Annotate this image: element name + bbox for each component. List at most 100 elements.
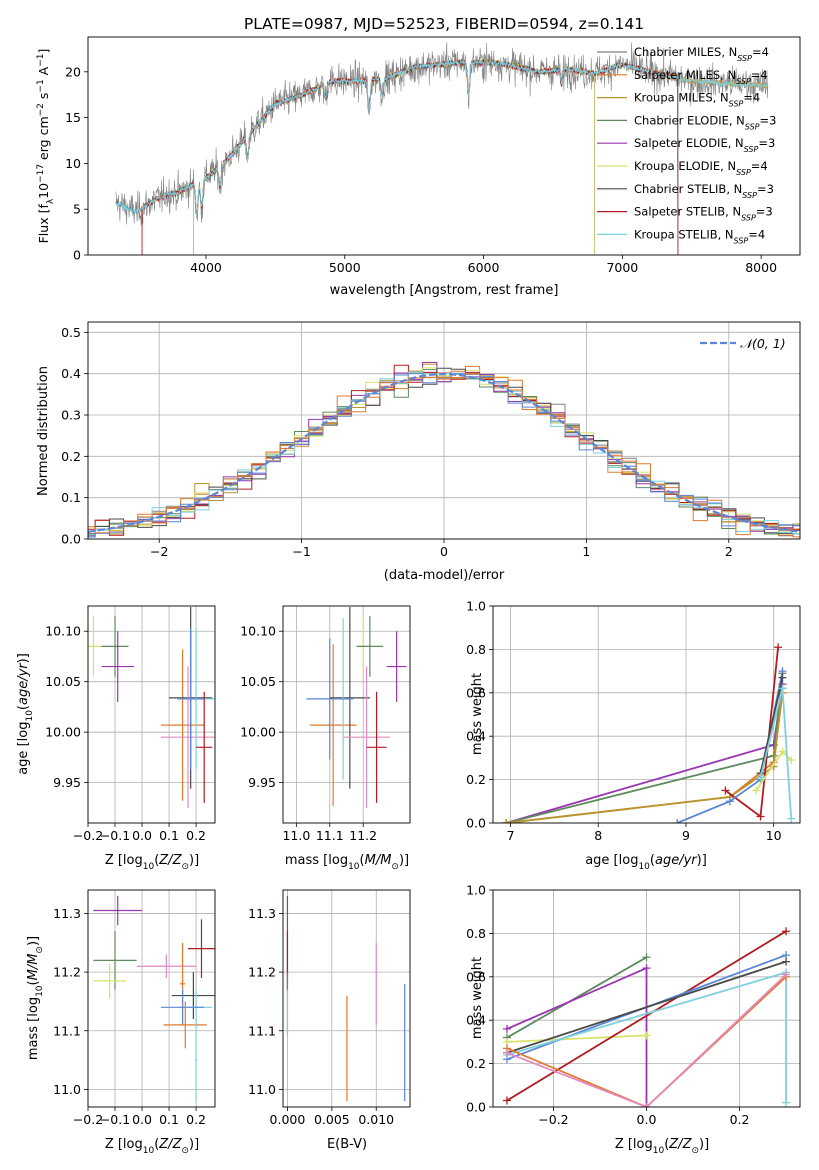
x-tick-label: −1 xyxy=(292,544,310,559)
spectrum-series xyxy=(193,59,595,255)
axes-frame xyxy=(87,605,216,824)
x-tick-label: −0.2 xyxy=(73,1112,103,1127)
x-tick-label: 11.1 xyxy=(316,828,344,843)
spectrum-lines xyxy=(115,41,769,255)
legend-label: Salpeter STELIB, NSSP=3 xyxy=(634,205,773,223)
series-marker xyxy=(756,812,765,821)
x-tick-label: 7 xyxy=(507,828,515,843)
x-tick-label: 0.2 xyxy=(186,828,206,843)
normal-curve xyxy=(88,372,800,533)
y-tick-label: 0.0 xyxy=(466,816,486,831)
legend-label: Chabrier ELODIE, NSSP=3 xyxy=(634,113,776,130)
x-tick-label: 0.0 xyxy=(132,1112,152,1127)
series-marker xyxy=(774,643,783,652)
spectrum-panel: 4000 5000 6000 7000 8000 0 5 10 15 20 Chabrier MIL… xyxy=(36,36,801,298)
x-tick-label: 0.010 xyxy=(358,1112,394,1127)
series-marker xyxy=(725,797,734,806)
x-tick-label: 0.2 xyxy=(186,1112,206,1127)
line-series xyxy=(502,927,791,1107)
y-axis-label: mass weight xyxy=(470,673,485,755)
legend-label: Chabrier STELIB, NSSP=3 xyxy=(634,182,774,200)
x-tick-label: 4000 xyxy=(190,260,222,275)
y-tick-label: 10 xyxy=(65,156,81,171)
x-tick-label: −0.1 xyxy=(100,828,130,843)
y-tick-label: 10.10 xyxy=(45,624,81,639)
errorbar-points xyxy=(286,895,406,1102)
series-line xyxy=(759,677,784,774)
x-axis-label: Z [log10(Z/Z⊙)] xyxy=(105,853,199,872)
spectrum-series xyxy=(115,59,769,218)
x-tick-label: 5000 xyxy=(329,260,361,275)
x-axis-label: Z [log10(Z/Z⊙)] xyxy=(615,1137,709,1156)
y-tick-label: 0.8 xyxy=(466,926,486,941)
mass-vs-EBV-panel: 0.000 0.005 0.010 11.0 11.1 11.2 11.3 E(B-V) xyxy=(248,889,411,1152)
series-marker xyxy=(502,1096,511,1105)
residuals-panel: −2 −1 0 1 2 0.0 0.1 0.2 0.3 0.4 0.5 𝒩(0, 1) (data-mo… xyxy=(36,321,801,583)
x-axis-label: Z [log10(Z/Z⊙)] xyxy=(105,1137,199,1156)
x-axis-label: E(B-V) xyxy=(327,1137,367,1152)
x-tick-label: 1 xyxy=(582,544,590,559)
y-tick-label: 11.3 xyxy=(53,906,81,921)
y-axis-label: Flux [fλ10−17 erg cm−2 s−1 A−1] xyxy=(36,49,56,244)
y-tick-label: 10.05 xyxy=(45,674,81,689)
series-marker xyxy=(673,819,682,823)
series-marker xyxy=(787,756,796,765)
errorbar-points xyxy=(93,895,215,1102)
x-tick-label: 7000 xyxy=(606,260,638,275)
series-marker xyxy=(642,964,651,973)
x-tick-label: 0 xyxy=(440,544,448,559)
x-tick-label: −0.1 xyxy=(100,1112,130,1127)
y-tick-label: 0.4 xyxy=(61,366,81,381)
spectrum-legend: Chabrier MILES, NSSP=4 Salpeter MILES, NS… xyxy=(597,45,776,245)
series-line xyxy=(506,930,787,1102)
spectrum-series xyxy=(193,59,595,255)
y-axis-label: mass [log10(M/M⊙)] xyxy=(26,936,45,1060)
y-tick-label: 15 xyxy=(65,110,81,125)
y-tick-label: 0.4 xyxy=(466,1013,486,1028)
y-tick-label: 1.0 xyxy=(466,599,486,614)
legend-label: Salpeter MILES, NSSP=4 xyxy=(634,68,768,86)
spectrum-series xyxy=(193,59,595,255)
x-tick-label: 0.1 xyxy=(159,1112,179,1127)
y-tick-label: 0.0 xyxy=(466,1100,486,1115)
y-tick-label: 0.4 xyxy=(466,729,486,744)
y-tick-label: 11.0 xyxy=(53,1082,81,1097)
legend-label: Kroupa MILES, NSSP=4 xyxy=(634,91,760,109)
x-axis-label: mass [log10(M/M⊙)] xyxy=(285,853,409,872)
y-tick-label: 10.10 xyxy=(240,624,276,639)
series-marker xyxy=(642,1031,651,1040)
line-series xyxy=(502,643,796,823)
series-marker xyxy=(756,773,765,782)
axes-frame xyxy=(87,321,801,540)
y-tick-label: 11.2 xyxy=(53,965,81,980)
x-tick-label: 8 xyxy=(594,828,602,843)
legend-label: Kroupa STELIB, NSSP=4 xyxy=(634,227,765,245)
axes-frame xyxy=(282,605,411,824)
y-axis-label: age [log10(age/yr)] xyxy=(16,653,35,775)
x-tick-label: 0.0 xyxy=(132,828,152,843)
spectrum-series xyxy=(141,58,679,255)
y-tick-label: 0.2 xyxy=(466,772,486,787)
series-marker xyxy=(752,786,761,795)
legend-label: 𝒩(0, 1) xyxy=(740,336,786,351)
y-tick-label: 11.1 xyxy=(248,1023,276,1038)
y-tick-label: 9.95 xyxy=(248,775,276,790)
y-tick-label: 11.3 xyxy=(248,906,276,921)
histogram-lines xyxy=(88,362,800,538)
y-tick-label: 11.0 xyxy=(248,1082,276,1097)
series-marker xyxy=(642,953,651,962)
series-marker xyxy=(782,927,791,936)
massweight-vs-Z-panel: −0.2 0.0 0.2 0.0 0.2 0.4 0.6 0.8 1.0 Z [log10(Z/Z… xyxy=(466,883,801,1156)
series-marker xyxy=(502,1048,511,1057)
y-axis-label: mass weight xyxy=(470,957,485,1039)
series-line xyxy=(506,960,787,1054)
age-vs-Z-panel: −0.2−0.1 0.0 0.1 0.2 9.95 10.00 10.05 10.10 Z [l… xyxy=(16,605,216,872)
series-line xyxy=(506,976,787,1107)
x-tick-label: −0.2 xyxy=(538,1112,568,1127)
y-tick-label: 0.2 xyxy=(61,449,81,464)
figure-title: PLATE=0987, MJD=52523, FIBERID=0594, z=0… xyxy=(244,15,644,33)
series-marker xyxy=(721,786,730,795)
x-axis-label: age [log10(age/yr)] xyxy=(585,853,707,872)
axes-frame xyxy=(492,889,801,1108)
y-tick-label: 0.6 xyxy=(466,685,486,700)
